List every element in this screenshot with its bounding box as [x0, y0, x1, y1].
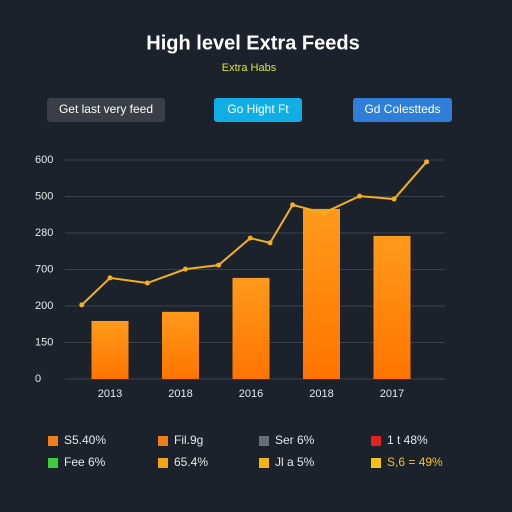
line-point	[357, 193, 363, 199]
legend-swatch	[371, 458, 381, 468]
bar	[162, 311, 199, 379]
line-point	[144, 280, 150, 286]
line-point	[107, 275, 113, 281]
line-point	[247, 235, 253, 241]
legend-label: 65.4%	[174, 455, 208, 469]
bar	[232, 277, 270, 379]
line-point	[290, 202, 296, 208]
line-point	[321, 210, 327, 216]
legend-label: S5.40%	[64, 433, 106, 447]
x-tick-label: 2016	[239, 388, 263, 400]
line-point	[424, 159, 430, 165]
legend-label: Fil.9g	[174, 433, 203, 447]
y-tick-label: 700	[35, 263, 53, 275]
x-tick-label: 2018	[309, 388, 333, 400]
x-tick-label: 2018	[168, 388, 192, 400]
legend-swatch	[259, 436, 269, 446]
legend-label: Jl a 5%	[275, 455, 315, 469]
legend-label: 1 t 48%	[387, 433, 428, 447]
line	[81, 161, 428, 306]
x-tick-label: 2017	[380, 388, 404, 400]
x-tick-label: 2013	[98, 388, 122, 400]
y-tick-label: 280	[35, 227, 53, 239]
button[interactable]	[214, 98, 302, 122]
bar	[373, 235, 411, 379]
title: High level Extra Feeds	[146, 32, 359, 54]
bar	[91, 320, 129, 379]
legend-swatch	[259, 458, 269, 468]
y-tick-label: 500	[35, 190, 53, 202]
legend-swatch	[48, 436, 58, 446]
button-label[interactable]: Go Hight Ft	[227, 102, 289, 116]
line-point	[267, 240, 273, 246]
y-tick-label: 150	[35, 336, 53, 348]
legend-label: S,6 = 49%	[387, 455, 443, 469]
y-tick-label: 0	[35, 373, 41, 385]
legend-swatch	[158, 436, 168, 446]
y-tick-label: 200	[35, 300, 53, 312]
legend-swatch	[158, 458, 168, 468]
button[interactable]	[47, 98, 165, 122]
legend-label: Ser 6%	[275, 433, 315, 447]
line-point	[391, 196, 397, 202]
line-point	[216, 262, 222, 268]
legend-swatch	[48, 458, 58, 468]
line-point	[79, 302, 85, 308]
y-tick-label: 600	[35, 154, 53, 166]
legend-label: Fee 6%	[64, 455, 106, 469]
bar	[303, 208, 340, 379]
subtitle: Extra Habs	[222, 62, 277, 74]
legend-swatch	[371, 436, 381, 446]
button-label[interactable]: Get last very feed	[59, 102, 153, 116]
line-point	[182, 266, 188, 272]
button[interactable]	[353, 98, 452, 122]
button-label[interactable]: Gd Colestteds	[364, 102, 440, 116]
